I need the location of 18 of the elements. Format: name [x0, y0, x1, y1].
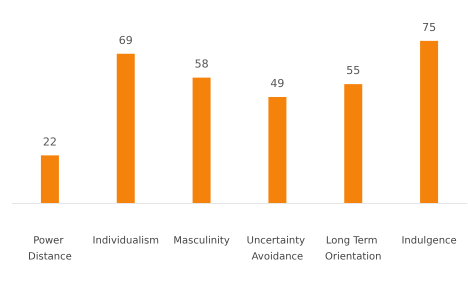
bar [268, 97, 286, 203]
data-label: 69 [118, 34, 133, 47]
bar [116, 54, 135, 203]
data-label: 22 [42, 135, 57, 148]
bar [420, 40, 438, 203]
data-label: 49 [270, 77, 284, 90]
x-tick-label: Masculinity [173, 236, 230, 246]
bar [192, 78, 211, 203]
x-tick-label: Individualism [92, 236, 159, 246]
data-label: 55 [346, 64, 360, 78]
bar [344, 84, 362, 203]
x-tick-label: Long Term Orientation [325, 236, 382, 262]
data-label: 75 [422, 20, 436, 34]
x-tick-label: Uncertainty Avoidance [246, 236, 308, 262]
bar [40, 155, 59, 203]
x-tick-label: Indulgence [401, 236, 457, 246]
x-tick-label: Power Distance [28, 236, 72, 262]
data-label: 58 [194, 58, 209, 71]
